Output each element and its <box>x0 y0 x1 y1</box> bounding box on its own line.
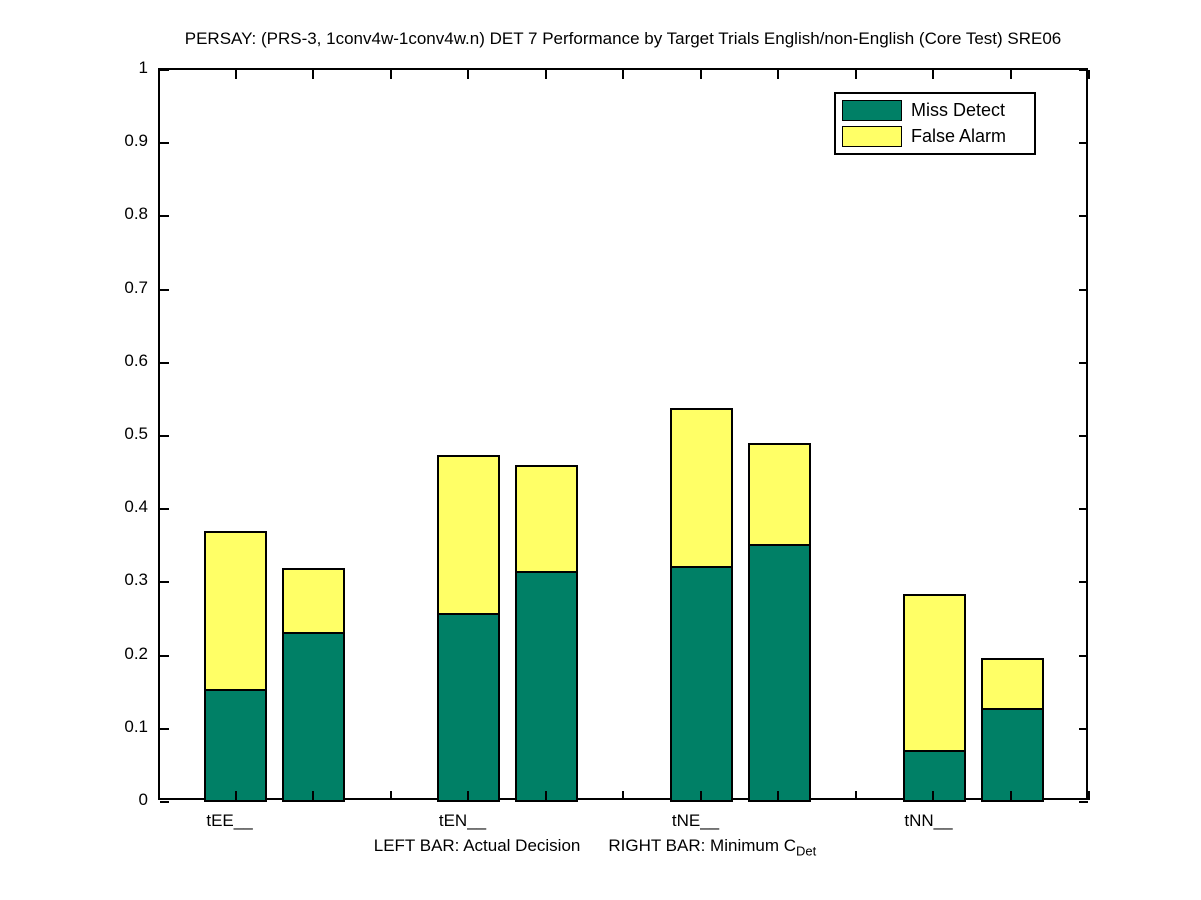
x-tick-label: tEN__ <box>438 811 487 830</box>
x-tick-label: tNN__ <box>904 811 953 830</box>
y-tick <box>160 801 169 803</box>
bar-tNE-minimum <box>748 443 811 802</box>
y-tick <box>160 361 169 364</box>
y-tick-label: 0.9 <box>124 131 148 151</box>
bar-tNN-minimum <box>981 658 1044 802</box>
bar-tEE-actual <box>204 531 267 802</box>
x-tick-label: tEE__ <box>206 811 253 830</box>
y-tick <box>1079 727 1088 730</box>
y-tick <box>1079 361 1088 364</box>
y-tick <box>1079 288 1088 291</box>
miss-detect-segment <box>206 689 265 800</box>
y-tick-label: 0 <box>138 790 148 809</box>
y-tick-label: 0.7 <box>124 277 148 297</box>
y-tick <box>1079 581 1088 584</box>
y-tick <box>1079 435 1088 437</box>
legend-label-miss-detect: Miss Detect <box>911 100 1006 121</box>
miss-detect-segment <box>439 613 498 800</box>
y-tick <box>1079 801 1088 803</box>
x-tick <box>777 791 780 800</box>
x-tick <box>854 791 857 800</box>
x-tick <box>544 791 547 800</box>
y-tick-label: 0.3 <box>124 570 148 590</box>
x-tick <box>389 70 392 79</box>
y-tick <box>1079 69 1088 71</box>
miss-detect-segment <box>750 544 809 800</box>
bar-tEN-actual <box>437 455 500 802</box>
x-tick <box>1087 791 1090 800</box>
y-tick <box>160 727 169 730</box>
y-tick <box>160 435 169 437</box>
y-tick <box>1079 508 1088 511</box>
x-tick <box>932 70 935 79</box>
x-tick <box>932 791 935 800</box>
x-tick <box>234 70 237 79</box>
y-tick <box>160 142 169 145</box>
x-tick <box>854 70 857 79</box>
x-tick <box>699 791 702 800</box>
miss-detect-segment <box>284 632 343 800</box>
bar-tEN-minimum <box>515 465 578 802</box>
miss-detect-segment <box>905 750 964 800</box>
x-tick <box>777 70 780 79</box>
x-tick <box>234 791 237 800</box>
y-tick-label: 0.5 <box>124 424 148 443</box>
bar-tNN-actual <box>903 594 966 802</box>
x-axis-caption-left: LEFT BAR: Actual Decision <box>373 836 581 855</box>
y-tick <box>160 508 169 511</box>
miss-detect-segment <box>517 571 576 800</box>
y-tick-label: 0.1 <box>124 716 148 736</box>
legend-label-false-alarm: False Alarm <box>911 125 1007 146</box>
x-tick <box>467 791 470 800</box>
x-tick <box>312 791 315 800</box>
legend-swatch-miss-detect <box>842 100 902 122</box>
y-tick <box>1079 142 1088 145</box>
x-axis-caption-subscript: Det <box>796 843 817 859</box>
miss-detect-segment <box>672 566 731 800</box>
x-tick-label: tNE__ <box>671 811 720 830</box>
x-tick <box>622 70 625 79</box>
miss-detect-segment <box>983 708 1042 800</box>
y-tick-label: 0.2 <box>124 643 148 663</box>
legend-item-miss-detect: Miss Detect <box>836 100 1034 122</box>
y-tick-label: 0.6 <box>124 350 148 370</box>
plot-area: Miss Detect False Alarm <box>158 68 1090 803</box>
y-tick <box>160 288 169 291</box>
y-tick-label: 0.8 <box>124 204 148 224</box>
x-tick <box>1010 70 1012 79</box>
x-tick <box>1010 791 1012 800</box>
bar-tNE-actual <box>670 408 733 802</box>
legend-swatch-false-alarm <box>842 125 902 147</box>
x-tick <box>389 791 392 800</box>
x-tick <box>467 70 470 79</box>
y-tick-label: 0.4 <box>124 497 148 517</box>
x-tick <box>312 70 315 79</box>
y-tick <box>160 581 169 584</box>
y-tick <box>160 654 169 657</box>
x-tick <box>622 791 625 800</box>
x-tick <box>699 70 702 79</box>
y-tick <box>1079 654 1088 657</box>
legend-item-false-alarm: False Alarm <box>836 125 1034 147</box>
y-tick-label: 1 <box>138 58 148 77</box>
bar-tEE-minimum <box>282 568 345 802</box>
legend: Miss Detect False Alarm <box>834 92 1036 155</box>
y-tick <box>160 215 169 218</box>
x-axis-caption: LEFT BAR: Actual Decision RIGHT BAR: Mini… <box>0 836 1190 859</box>
x-tick <box>1087 70 1090 79</box>
x-tick <box>544 70 547 79</box>
x-axis-caption-right: RIGHT BAR: Minimum C <box>608 836 797 855</box>
y-tick <box>1079 215 1088 218</box>
chart-title: PERSAY: (PRS-3, 1conv4w-1conv4w.n) DET 7… <box>184 29 1062 48</box>
y-tick <box>160 69 169 71</box>
